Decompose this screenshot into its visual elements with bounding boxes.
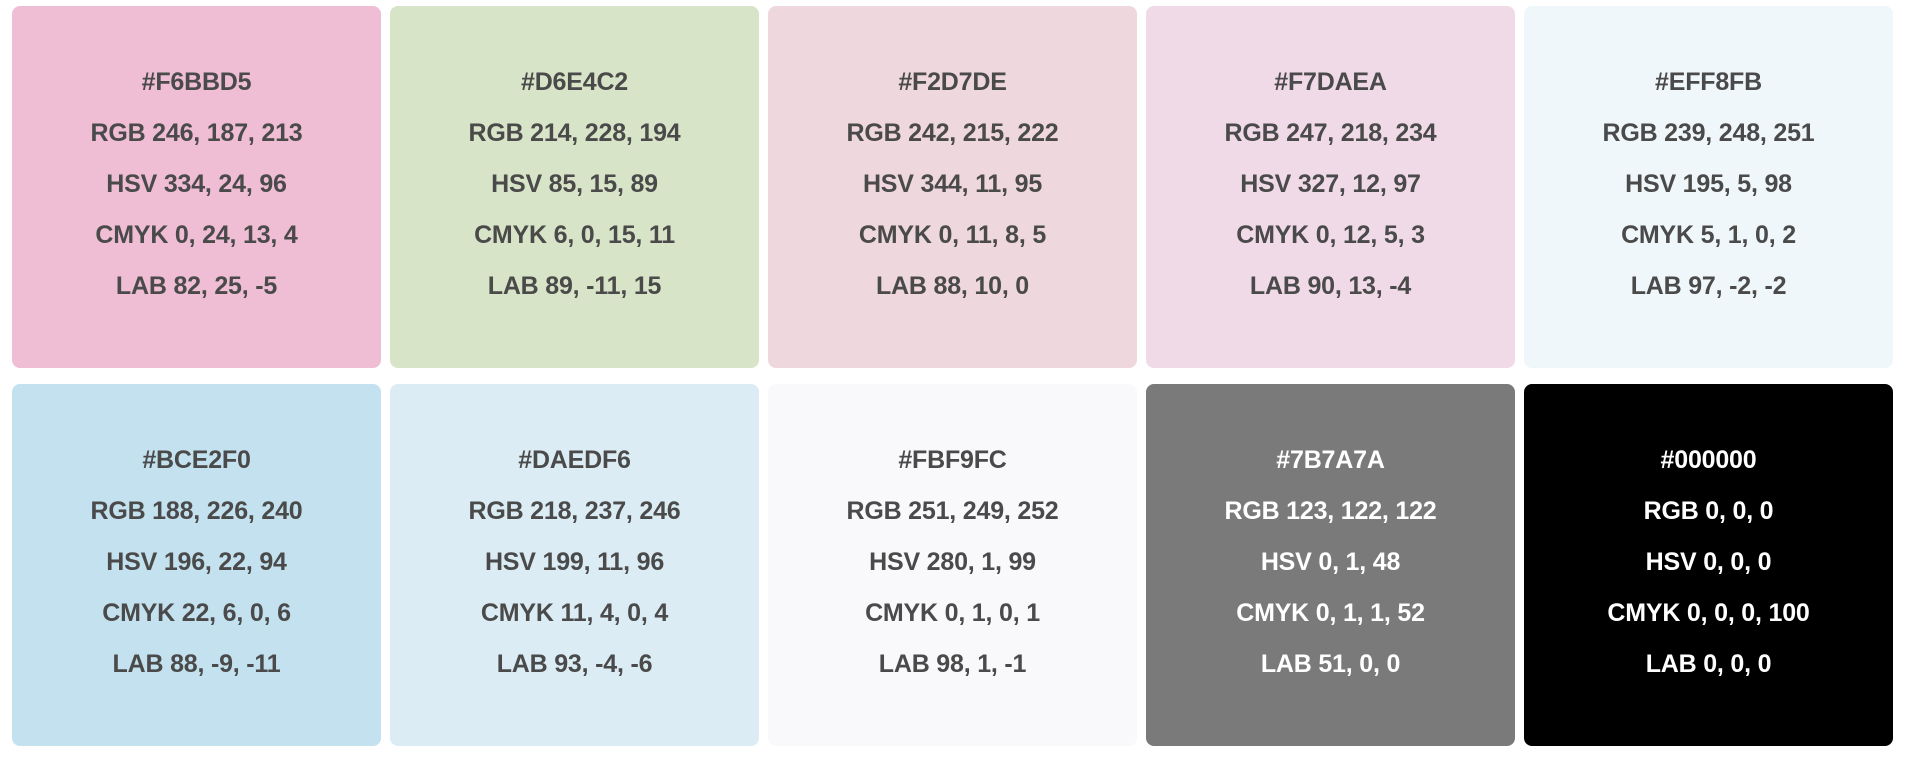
color-swatch: #7B7A7A RGB 123, 122, 122 HSV 0, 1, 48 C… bbox=[1146, 384, 1515, 746]
cmyk-value: CMYK 0, 12, 5, 3 bbox=[1236, 220, 1425, 249]
hex-value: #F6BBD5 bbox=[141, 67, 252, 96]
rgb-value: RGB 218, 237, 246 bbox=[468, 496, 681, 525]
cmyk-value: CMYK 0, 0, 0, 100 bbox=[1607, 598, 1810, 627]
hsv-value: HSV 195, 5, 98 bbox=[1625, 169, 1792, 198]
color-swatch: #BCE2F0 RGB 188, 226, 240 HSV 196, 22, 9… bbox=[12, 384, 381, 746]
hex-value: #F2D7DE bbox=[898, 67, 1007, 96]
cmyk-value: CMYK 11, 4, 0, 4 bbox=[480, 598, 669, 627]
hex-value: #FBF9FC bbox=[898, 445, 1007, 474]
cmyk-value: CMYK 0, 1, 1, 52 bbox=[1236, 598, 1425, 627]
rgb-value: RGB 0, 0, 0 bbox=[1643, 496, 1774, 525]
rgb-value: RGB 242, 215, 222 bbox=[846, 118, 1059, 147]
cmyk-value: CMYK 22, 6, 0, 6 bbox=[102, 598, 291, 627]
cmyk-value: CMYK 5, 1, 0, 2 bbox=[1621, 220, 1796, 249]
color-swatch: #D6E4C2 RGB 214, 228, 194 HSV 85, 15, 89… bbox=[390, 6, 759, 368]
hex-value: #7B7A7A bbox=[1276, 445, 1385, 474]
lab-value: LAB 89, -11, 15 bbox=[487, 271, 662, 300]
hex-value: #EFF8FB bbox=[1655, 67, 1762, 96]
hex-value: #000000 bbox=[1660, 445, 1757, 474]
hsv-value: HSV 334, 24, 96 bbox=[106, 169, 287, 198]
color-swatch: #000000 RGB 0, 0, 0 HSV 0, 0, 0 CMYK 0, … bbox=[1524, 384, 1893, 746]
lab-value: LAB 51, 0, 0 bbox=[1260, 649, 1401, 678]
hsv-value: HSV 0, 0, 0 bbox=[1645, 547, 1772, 576]
color-swatch: #F2D7DE RGB 242, 215, 222 HSV 344, 11, 9… bbox=[768, 6, 1137, 368]
rgb-value: RGB 123, 122, 122 bbox=[1224, 496, 1437, 525]
rgb-value: RGB 188, 226, 240 bbox=[90, 496, 303, 525]
lab-value: LAB 97, -2, -2 bbox=[1630, 271, 1787, 300]
hsv-value: HSV 199, 11, 96 bbox=[484, 547, 665, 576]
lab-value: LAB 90, 13, -4 bbox=[1249, 271, 1412, 300]
rgb-value: RGB 246, 187, 213 bbox=[90, 118, 303, 147]
lab-value: LAB 98, 1, -1 bbox=[878, 649, 1027, 678]
color-swatch: #FBF9FC RGB 251, 249, 252 HSV 280, 1, 99… bbox=[768, 384, 1137, 746]
color-swatch: #F6BBD5 RGB 246, 187, 213 HSV 334, 24, 9… bbox=[12, 6, 381, 368]
hsv-value: HSV 280, 1, 99 bbox=[869, 547, 1036, 576]
cmyk-value: CMYK 0, 11, 8, 5 bbox=[858, 220, 1047, 249]
color-swatch: #DAEDF6 RGB 218, 237, 246 HSV 199, 11, 9… bbox=[390, 384, 759, 746]
color-swatch: #F7DAEA RGB 247, 218, 234 HSV 327, 12, 9… bbox=[1146, 6, 1515, 368]
lab-value: LAB 88, 10, 0 bbox=[875, 271, 1030, 300]
hsv-value: HSV 196, 22, 94 bbox=[106, 547, 287, 576]
lab-value: LAB 88, -9, -11 bbox=[112, 649, 281, 678]
swatch-grid: #F6BBD5 RGB 246, 187, 213 HSV 334, 24, 9… bbox=[12, 6, 1897, 746]
rgb-value: RGB 247, 218, 234 bbox=[1224, 118, 1437, 147]
hsv-value: HSV 0, 1, 48 bbox=[1260, 547, 1401, 576]
lab-value: LAB 82, 25, -5 bbox=[115, 271, 278, 300]
rgb-value: RGB 214, 228, 194 bbox=[468, 118, 681, 147]
hsv-value: HSV 85, 15, 89 bbox=[491, 169, 658, 198]
cmyk-value: CMYK 6, 0, 15, 11 bbox=[474, 220, 675, 249]
hex-value: #DAEDF6 bbox=[518, 445, 631, 474]
hex-value: #F7DAEA bbox=[1274, 67, 1387, 96]
hex-value: #BCE2F0 bbox=[142, 445, 251, 474]
cmyk-value: CMYK 0, 24, 13, 4 bbox=[95, 220, 298, 249]
cmyk-value: CMYK 0, 1, 0, 1 bbox=[865, 598, 1040, 627]
hsv-value: HSV 344, 11, 95 bbox=[862, 169, 1043, 198]
rgb-value: RGB 239, 248, 251 bbox=[1602, 118, 1815, 147]
rgb-value: RGB 251, 249, 252 bbox=[846, 496, 1059, 525]
hsv-value: HSV 327, 12, 97 bbox=[1240, 169, 1421, 198]
lab-value: LAB 93, -4, -6 bbox=[496, 649, 653, 678]
hex-value: #D6E4C2 bbox=[521, 67, 628, 96]
color-swatch: #EFF8FB RGB 239, 248, 251 HSV 195, 5, 98… bbox=[1524, 6, 1893, 368]
lab-value: LAB 0, 0, 0 bbox=[1645, 649, 1772, 678]
